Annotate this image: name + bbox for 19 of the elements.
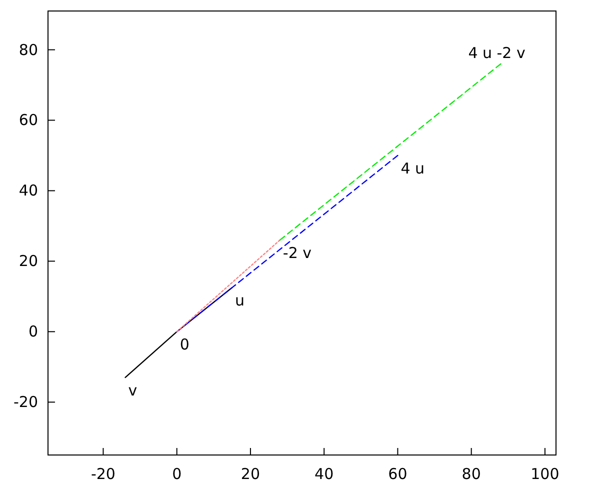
x-tick-label: 60: [388, 465, 408, 483]
x-tick-label: 0: [172, 465, 182, 483]
y-tick-label: 20: [18, 252, 38, 270]
annotation: u: [235, 292, 245, 310]
x-tick-label: -20: [90, 465, 116, 483]
x-tick-label: 100: [530, 465, 560, 483]
annotation: 4 u -2 v: [468, 44, 526, 62]
y-tick-label: -20: [14, 393, 38, 412]
annotation: v: [128, 381, 138, 400]
x-tick-label: 20: [240, 465, 260, 483]
annotation: -2 v: [282, 244, 312, 262]
annotation: 0: [180, 336, 190, 354]
annotation: 4 u: [400, 159, 425, 178]
y-tick-label: 40: [18, 182, 38, 200]
x-tick-label: 80: [462, 465, 481, 483]
y-tick-label: 60: [18, 111, 38, 130]
y-tick-label: 0: [28, 322, 38, 341]
x-tick-label: 40: [314, 465, 334, 483]
y-tick-label: 80: [18, 40, 38, 59]
